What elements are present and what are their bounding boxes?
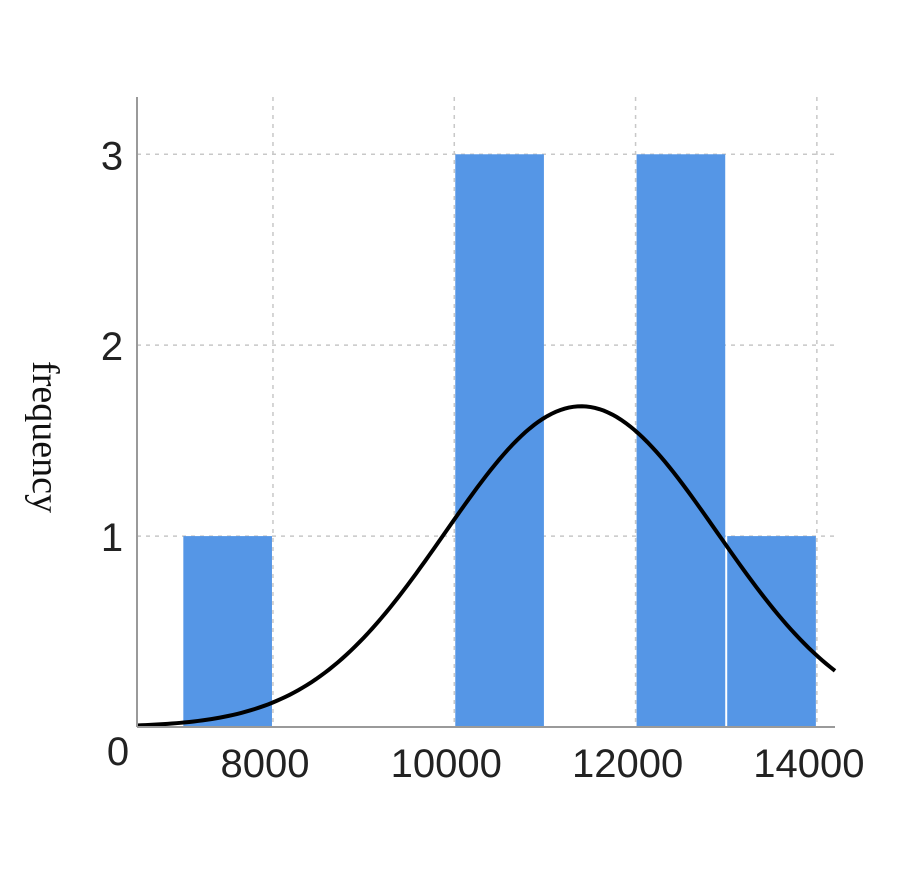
grid-lines [137,97,835,727]
x-tick-label-14000: 14000 [753,742,864,786]
axes [136,97,835,728]
normal-curve [136,404,837,728]
y-tick-label-2: 2 [101,325,123,369]
histogram-bar-10000-11000 [455,154,544,728]
y-tick-label-3: 3 [101,134,123,178]
y-axis-title: frequency [24,361,66,513]
x-tick-label-8000: 8000 [220,742,309,786]
histogram-bars [183,154,816,728]
y-tick-label-1: 1 [101,516,123,560]
histogram-bar-12000-13000 [636,154,726,728]
x-tick-label-12000: 12000 [572,742,683,786]
origin-label: 0 [107,730,129,774]
histogram-bar-7000-8000 [183,536,272,727]
tick-labels: 8000 10000 12000 14000 1 2 3 [101,134,865,786]
x-tick-label-10000: 10000 [391,742,502,786]
